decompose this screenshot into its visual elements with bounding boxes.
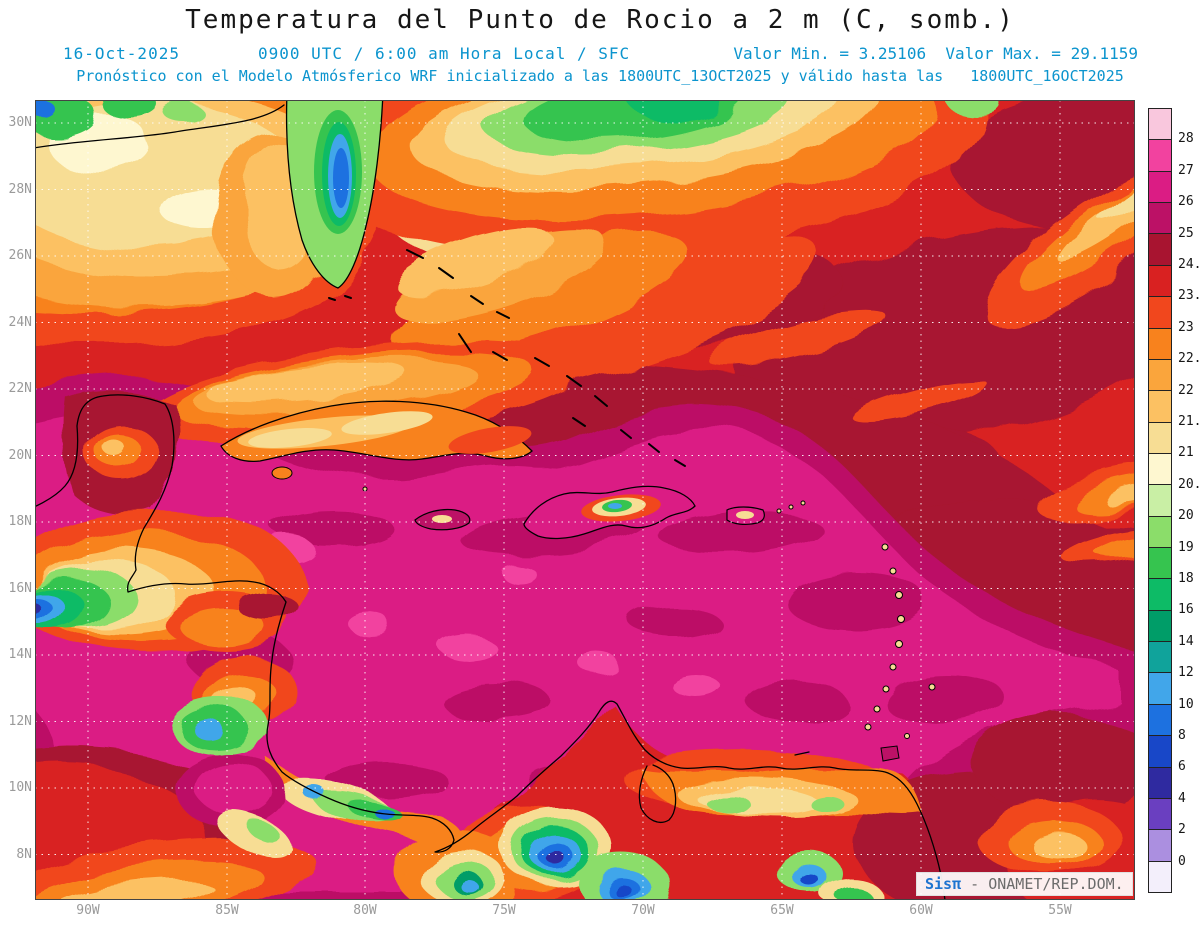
lon-tick-label: 60W xyxy=(909,903,933,918)
forecast-date: 16-Oct-2025 xyxy=(63,44,180,63)
colorbar-tick-label: 22 xyxy=(1178,382,1194,398)
lat-tick-label: 22N xyxy=(8,381,32,396)
colorbar-tick-label: 18 xyxy=(1178,571,1194,586)
lat-tick-label: 16N xyxy=(8,580,32,596)
model-info-line: Pronóstico con el Modelo Atmósferico WRF… xyxy=(76,67,1124,85)
lat-tick-label: 28N xyxy=(8,181,32,197)
colorbar-segment xyxy=(1149,673,1171,705)
colorbar-tick-label: 0 xyxy=(1178,853,1186,869)
lon-tick-label: 55W xyxy=(1048,903,1072,918)
colorbar-tick-label: 2 xyxy=(1178,822,1186,838)
lat-tick-label: 10N xyxy=(8,780,32,795)
coastlines xyxy=(0,104,949,927)
colorbar-tick-label: 23 xyxy=(1178,319,1194,335)
forecast-time: 0900 UTC / 6:00 am Hora Local / SFC xyxy=(258,44,631,63)
colorbar-segment xyxy=(1149,548,1171,580)
map-border xyxy=(35,100,1135,900)
lat-tick-label: 26N xyxy=(8,248,32,263)
colorbar-segment xyxy=(1149,736,1171,768)
lat-tick-label: 14N xyxy=(8,647,32,662)
colorbar-tick-label: 22.5 xyxy=(1178,351,1200,367)
colorbar-tick-label: 23.5 xyxy=(1178,288,1200,304)
lon-tick-label: 80W xyxy=(353,903,377,918)
colorbar-tick-label: 16 xyxy=(1178,602,1194,618)
colorbar-segment xyxy=(1149,328,1171,360)
colorbar-segment xyxy=(1149,610,1171,643)
lon-tick-label: 75W xyxy=(492,903,516,918)
colorbar-segment xyxy=(1149,798,1171,831)
colorbar-tick-label: 8 xyxy=(1178,728,1186,743)
page-title: Temperatura del Punto de Rocio a 2 m (C,… xyxy=(185,5,1015,35)
lat-tick-label: 12N xyxy=(8,713,32,729)
colorbar-tick-label: 19 xyxy=(1178,539,1194,555)
colorbar-segment xyxy=(1149,109,1171,141)
colorbar-tick-label: 4 xyxy=(1178,790,1186,806)
lat-tick-label: 20N xyxy=(8,447,32,463)
colorbar-segment xyxy=(1149,579,1171,611)
lon-tick-label: 90W xyxy=(76,903,100,918)
colorbar-tick-label: 24.5 xyxy=(1178,257,1200,272)
watermark-text: - ONAMET/REP.DOM. xyxy=(970,875,1124,893)
weather-map-canvas xyxy=(0,25,1200,927)
colorbar-segment xyxy=(1149,422,1171,454)
colorbar-segment xyxy=(1149,704,1171,737)
colorbar-segment xyxy=(1149,359,1171,392)
colorbar-labels: 2827262524.523.52322.52221.52120.5201918… xyxy=(1178,108,1200,898)
lon-tick-label: 85W xyxy=(215,903,239,918)
colorbar-tick-label: 10 xyxy=(1178,696,1194,712)
colorbar-segment xyxy=(1149,265,1171,298)
colorbar-tick-label: 12 xyxy=(1178,665,1194,681)
colorbar-tick-label: 25 xyxy=(1178,225,1194,241)
colorbar-segment xyxy=(1149,861,1171,892)
colorbar-segment xyxy=(1149,642,1171,674)
colorbar-segment xyxy=(1149,203,1171,235)
watermark-brand: Sisπ xyxy=(925,875,962,893)
colorbar-tick-label: 20 xyxy=(1178,508,1194,524)
minmax-values: Valor Min. = 3.25106 Valor Max. = 29.115… xyxy=(733,44,1138,63)
colorbar-segment xyxy=(1149,234,1171,266)
lat-tick-label: 30N xyxy=(8,115,32,130)
colorbar-segment xyxy=(1149,516,1171,549)
colorbar-segment xyxy=(1149,297,1171,329)
colorbar-tick-label: 26 xyxy=(1178,194,1194,210)
colorbar-segment xyxy=(1149,171,1171,204)
map-panel xyxy=(0,25,1200,927)
colorbar-segment xyxy=(1149,453,1171,486)
lat-tick-label: 24N xyxy=(8,314,32,330)
colorbar-tick-label: 6 xyxy=(1178,759,1186,775)
colorbar-segment xyxy=(1149,767,1171,799)
colorbar-tick-label: 21.5 xyxy=(1178,414,1200,429)
colorbar-tick-label: 27 xyxy=(1178,162,1194,178)
lon-tick-label: 70W xyxy=(631,903,655,918)
colorbar-segment xyxy=(1149,140,1171,172)
colorbar-segment xyxy=(1149,485,1171,517)
colorbar-tick-label: 20.5 xyxy=(1178,476,1200,492)
colorbar-tick-label: 28 xyxy=(1178,131,1194,147)
lon-tick-label: 65W xyxy=(770,903,794,918)
colorbar-tick-label: 14 xyxy=(1178,633,1194,649)
dewpoint-contour-field xyxy=(0,25,1200,927)
lat-tick-label: 8N xyxy=(16,846,32,862)
colorbar-tick-label: 21 xyxy=(1178,445,1194,461)
colorbar-segment xyxy=(1149,391,1171,423)
colorbar-segment xyxy=(1149,830,1171,862)
colorbar xyxy=(1148,108,1172,893)
lat-tick-label: 18N xyxy=(8,514,32,529)
islands xyxy=(220,91,936,762)
watermark: Sisπ - ONAMET/REP.DOM. xyxy=(916,872,1133,896)
grid-lines xyxy=(35,100,1135,900)
